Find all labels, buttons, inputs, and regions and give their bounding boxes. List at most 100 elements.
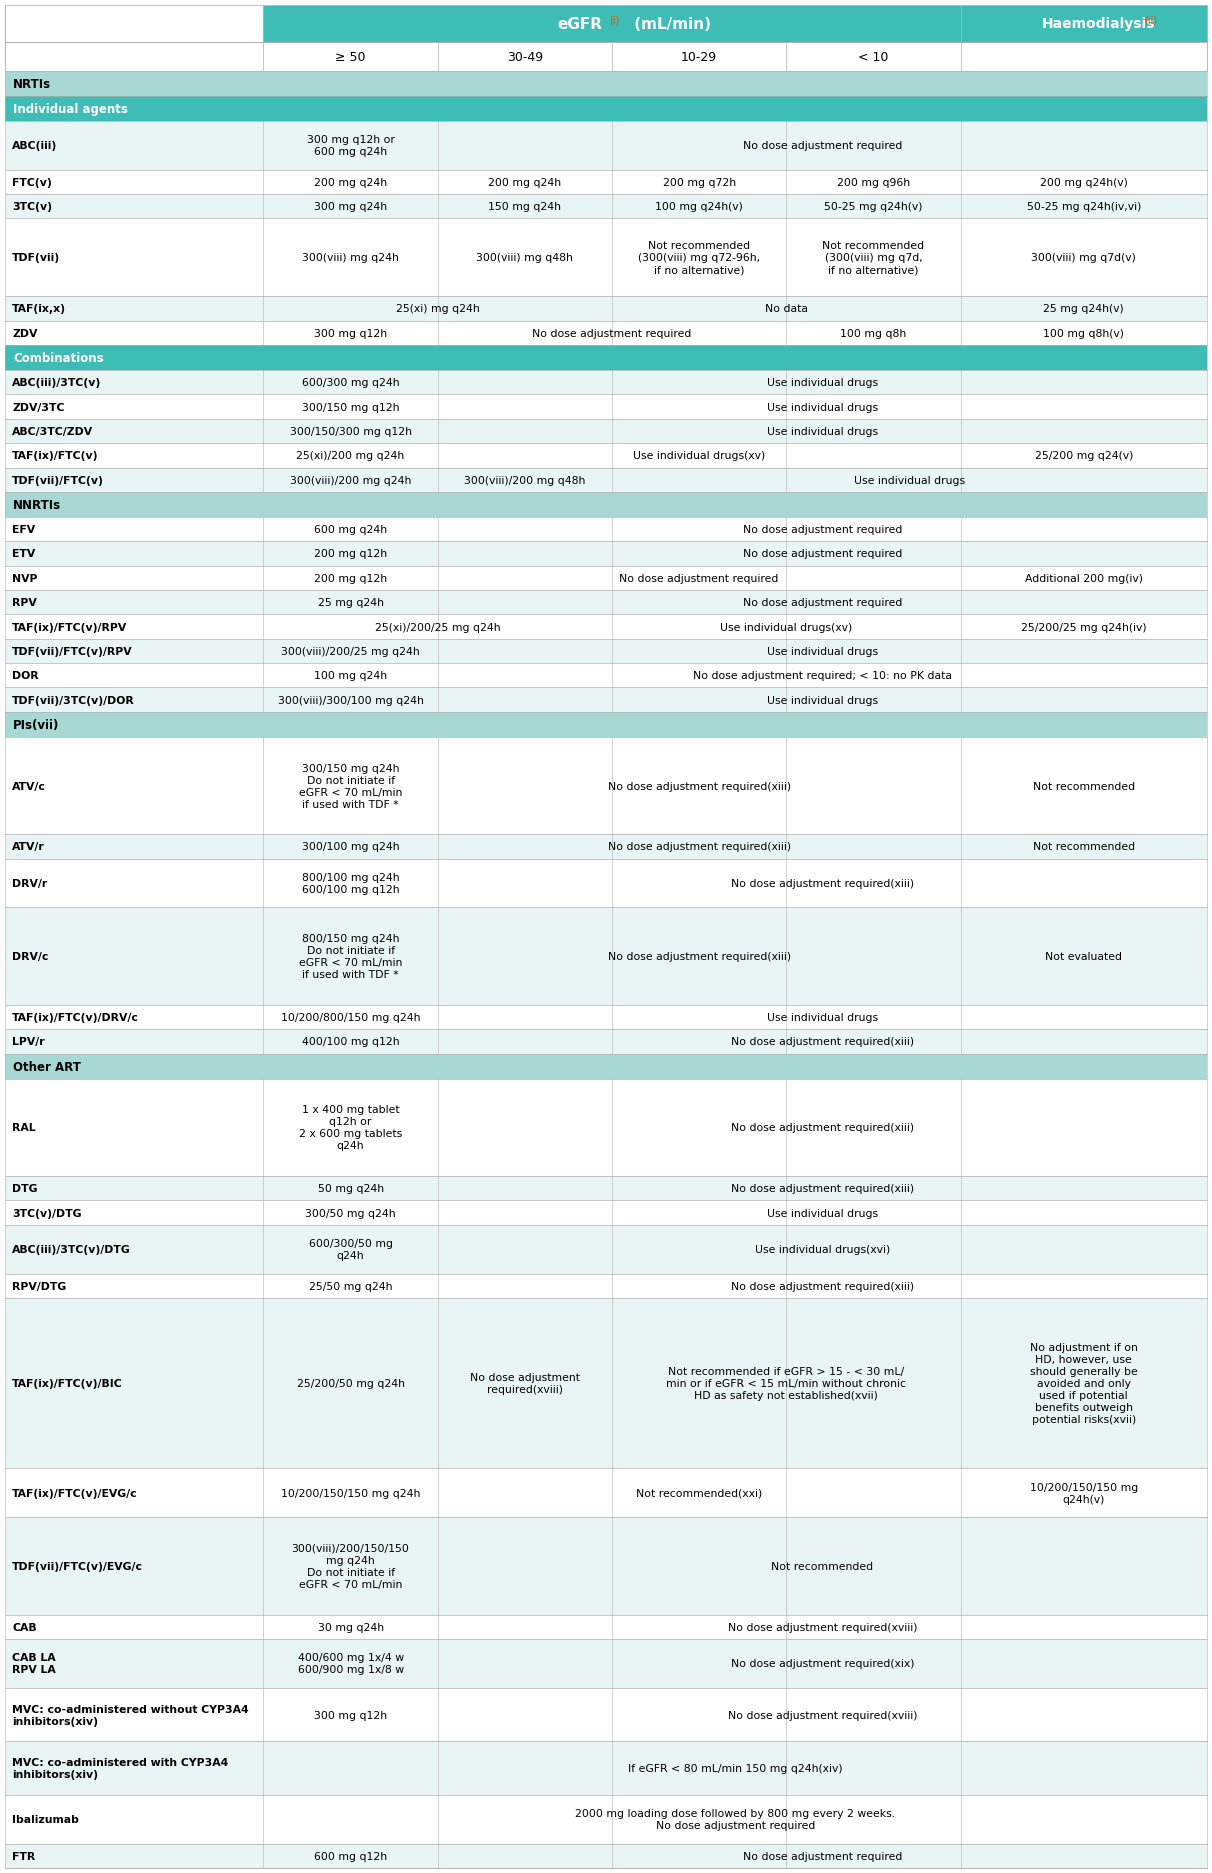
Bar [5,1054,1207,1079]
Text: 50-25 mg q24h(v): 50-25 mg q24h(v) [824,202,922,212]
Text: TAF(ix)/FTC(v): TAF(ix)/FTC(v) [12,451,98,461]
Text: NRTIs: NRTIs [13,79,51,90]
Text: CAB LA
RPV LA: CAB LA RPV LA [12,1652,56,1674]
Text: 100 mg q24h(v): 100 mg q24h(v) [656,202,743,212]
Text: (mL/min): (mL/min) [629,17,711,32]
Text: 200 mg q24h: 200 mg q24h [314,178,387,187]
Text: 300(viii) mg q48h: 300(viii) mg q48h [476,253,573,264]
Text: 400/600 mg 1x/4 w
600/900 mg 1x/8 w: 400/600 mg 1x/4 w 600/900 mg 1x/8 w [297,1652,404,1674]
Bar [5,195,1207,219]
Bar [5,395,1207,420]
Text: DOR: DOR [12,671,39,682]
Text: Not recommended: Not recommended [1033,843,1134,852]
Bar [5,1517,1207,1615]
Text: DRV/r: DRV/r [12,878,47,888]
Text: ABC(iii)/3TC(v)/DTG: ABC(iii)/3TC(v)/DTG [12,1244,131,1255]
Text: ZDV/3TC: ZDV/3TC [12,403,64,412]
Bar [5,1006,1207,1030]
Text: 10/200/800/150 mg q24h: 10/200/800/150 mg q24h [281,1013,421,1023]
Text: DRV/c: DRV/c [12,951,48,961]
Text: NVP: NVP [12,573,38,584]
Text: 300/50 mg q24h: 300/50 mg q24h [305,1208,396,1217]
Bar [5,493,1207,517]
Text: 800/100 mg q24h
600/100 mg q12h: 800/100 mg q24h 600/100 mg q12h [302,873,400,895]
Text: 600 mg q12h: 600 mg q12h [314,1851,387,1860]
Text: 25 mg q24h(v): 25 mg q24h(v) [1044,303,1125,315]
Text: 200 mg q96h: 200 mg q96h [836,178,910,187]
Text: No dose adjustment required(xiii): No dose adjustment required(xiii) [607,843,790,852]
Text: Individual agents: Individual agents [13,103,128,116]
Bar [5,444,1207,468]
Text: 100 mg q8h(v): 100 mg q8h(v) [1044,328,1125,339]
Text: Additional 200 mg(iv): Additional 200 mg(iv) [1025,573,1143,584]
Text: No dose adjustment required(xviii): No dose adjustment required(xviii) [727,1710,917,1719]
Text: TDF(vii)/FTC(v)/EVG/c: TDF(vii)/FTC(v)/EVG/c [12,1560,143,1571]
Bar [5,1274,1207,1298]
Text: No adjustment if on
HD, however, use
should generally be
avoided and only
used i: No adjustment if on HD, however, use sho… [1030,1343,1138,1423]
Text: TAF(ix)/FTC(v)/RPV: TAF(ix)/FTC(v)/RPV [12,622,127,633]
Bar [263,6,961,43]
Text: Use individual drugs: Use individual drugs [767,1208,877,1217]
Text: 25/200/50 mg q24h: 25/200/50 mg q24h [297,1379,405,1388]
Text: If eGFR < 80 mL/min 150 mg q24h(xiv): If eGFR < 80 mL/min 150 mg q24h(xiv) [628,1762,842,1774]
Bar [5,371,1207,395]
Text: No dose adjustment required(xiii): No dose adjustment required(xiii) [731,1281,914,1290]
Text: No dose adjustment required(xviii): No dose adjustment required(xviii) [727,1622,917,1631]
Text: NNRTIs: NNRTIs [13,498,61,511]
Text: Use individual drugs: Use individual drugs [767,378,877,388]
Text: Use individual drugs: Use individual drugs [767,695,877,706]
Text: (i): (i) [608,15,619,26]
Bar [5,1298,1207,1468]
Text: No dose adjustment required: No dose adjustment required [619,573,779,584]
Bar [5,1615,1207,1639]
Text: 25(xi) mg q24h: 25(xi) mg q24h [396,303,480,315]
Text: 25 mg q24h: 25 mg q24h [318,597,383,609]
Text: 25/200/25 mg q24h(iv): 25/200/25 mg q24h(iv) [1021,622,1147,633]
Text: 300(viii)/200 mg q48h: 300(viii)/200 mg q48h [464,476,585,485]
Text: 200 mg q24h: 200 mg q24h [488,178,561,187]
Bar [5,541,1207,566]
Text: No dose adjustment required(xiii): No dose adjustment required(xiii) [731,878,914,888]
Text: 200 mg q72h: 200 mg q72h [663,178,736,187]
Bar [5,122,1207,170]
Text: ATV/c: ATV/c [12,781,46,790]
Bar [5,835,1207,860]
Text: TAF(ix)/FTC(v)/BIC: TAF(ix)/FTC(v)/BIC [12,1379,122,1388]
Text: Use individual drugs: Use individual drugs [767,403,877,412]
Text: 300 mg q12h or
600 mg q24h: 300 mg q12h or 600 mg q24h [307,135,395,157]
Text: ETV: ETV [12,549,35,560]
Bar [5,1468,1207,1517]
Text: No dose adjustment required: No dose adjustment required [743,524,902,536]
Text: CAB: CAB [12,1622,36,1631]
Text: TAF(ix)/FTC(v)/DRV/c: TAF(ix)/FTC(v)/DRV/c [12,1013,139,1023]
Bar [5,1030,1207,1054]
Text: No dose adjustment required(xiii): No dose adjustment required(xiii) [731,1038,914,1047]
Text: 200 mg q12h: 200 mg q12h [314,573,387,584]
Bar [5,170,1207,195]
Bar [5,298,1207,322]
Text: Not recommended: Not recommended [1033,781,1134,790]
Text: Use individual drugs(xv): Use individual drugs(xv) [720,622,852,633]
Bar [5,517,1207,541]
Text: FTR: FTR [12,1851,35,1860]
Text: No dose adjustment required(xiii): No dose adjustment required(xiii) [607,951,790,961]
Text: 1 x 400 mg tablet
q12h or
2 x 600 mg tablets
q24h: 1 x 400 mg tablet q12h or 2 x 600 mg tab… [299,1105,402,1150]
Text: 50 mg q24h: 50 mg q24h [318,1184,384,1193]
Text: 10-29: 10-29 [681,51,718,64]
Text: 30-49: 30-49 [507,51,543,64]
Text: 300 mg q12h: 300 mg q12h [314,1710,387,1719]
Text: (ii): (ii) [1144,15,1157,26]
Text: eGFR: eGFR [558,17,602,32]
Text: No dose adjustment required; < 10: no PK data: No dose adjustment required; < 10: no PK… [693,671,951,682]
Text: No dose adjustment required(xiii): No dose adjustment required(xiii) [731,1122,914,1133]
Text: Not evaluated: Not evaluated [1045,951,1122,961]
Text: TDF(vii)/FTC(v): TDF(vii)/FTC(v) [12,476,104,485]
Bar [5,6,263,43]
Text: DTG: DTG [12,1184,38,1193]
Text: TDF(vii)/3TC(v)/DOR: TDF(vii)/3TC(v)/DOR [12,695,135,706]
Text: 400/100 mg q12h: 400/100 mg q12h [302,1038,400,1047]
Text: FTC(v): FTC(v) [12,178,52,187]
Text: 200 mg q12h: 200 mg q12h [314,549,387,560]
Text: 100 mg q24h: 100 mg q24h [314,671,387,682]
Bar [5,738,1207,835]
